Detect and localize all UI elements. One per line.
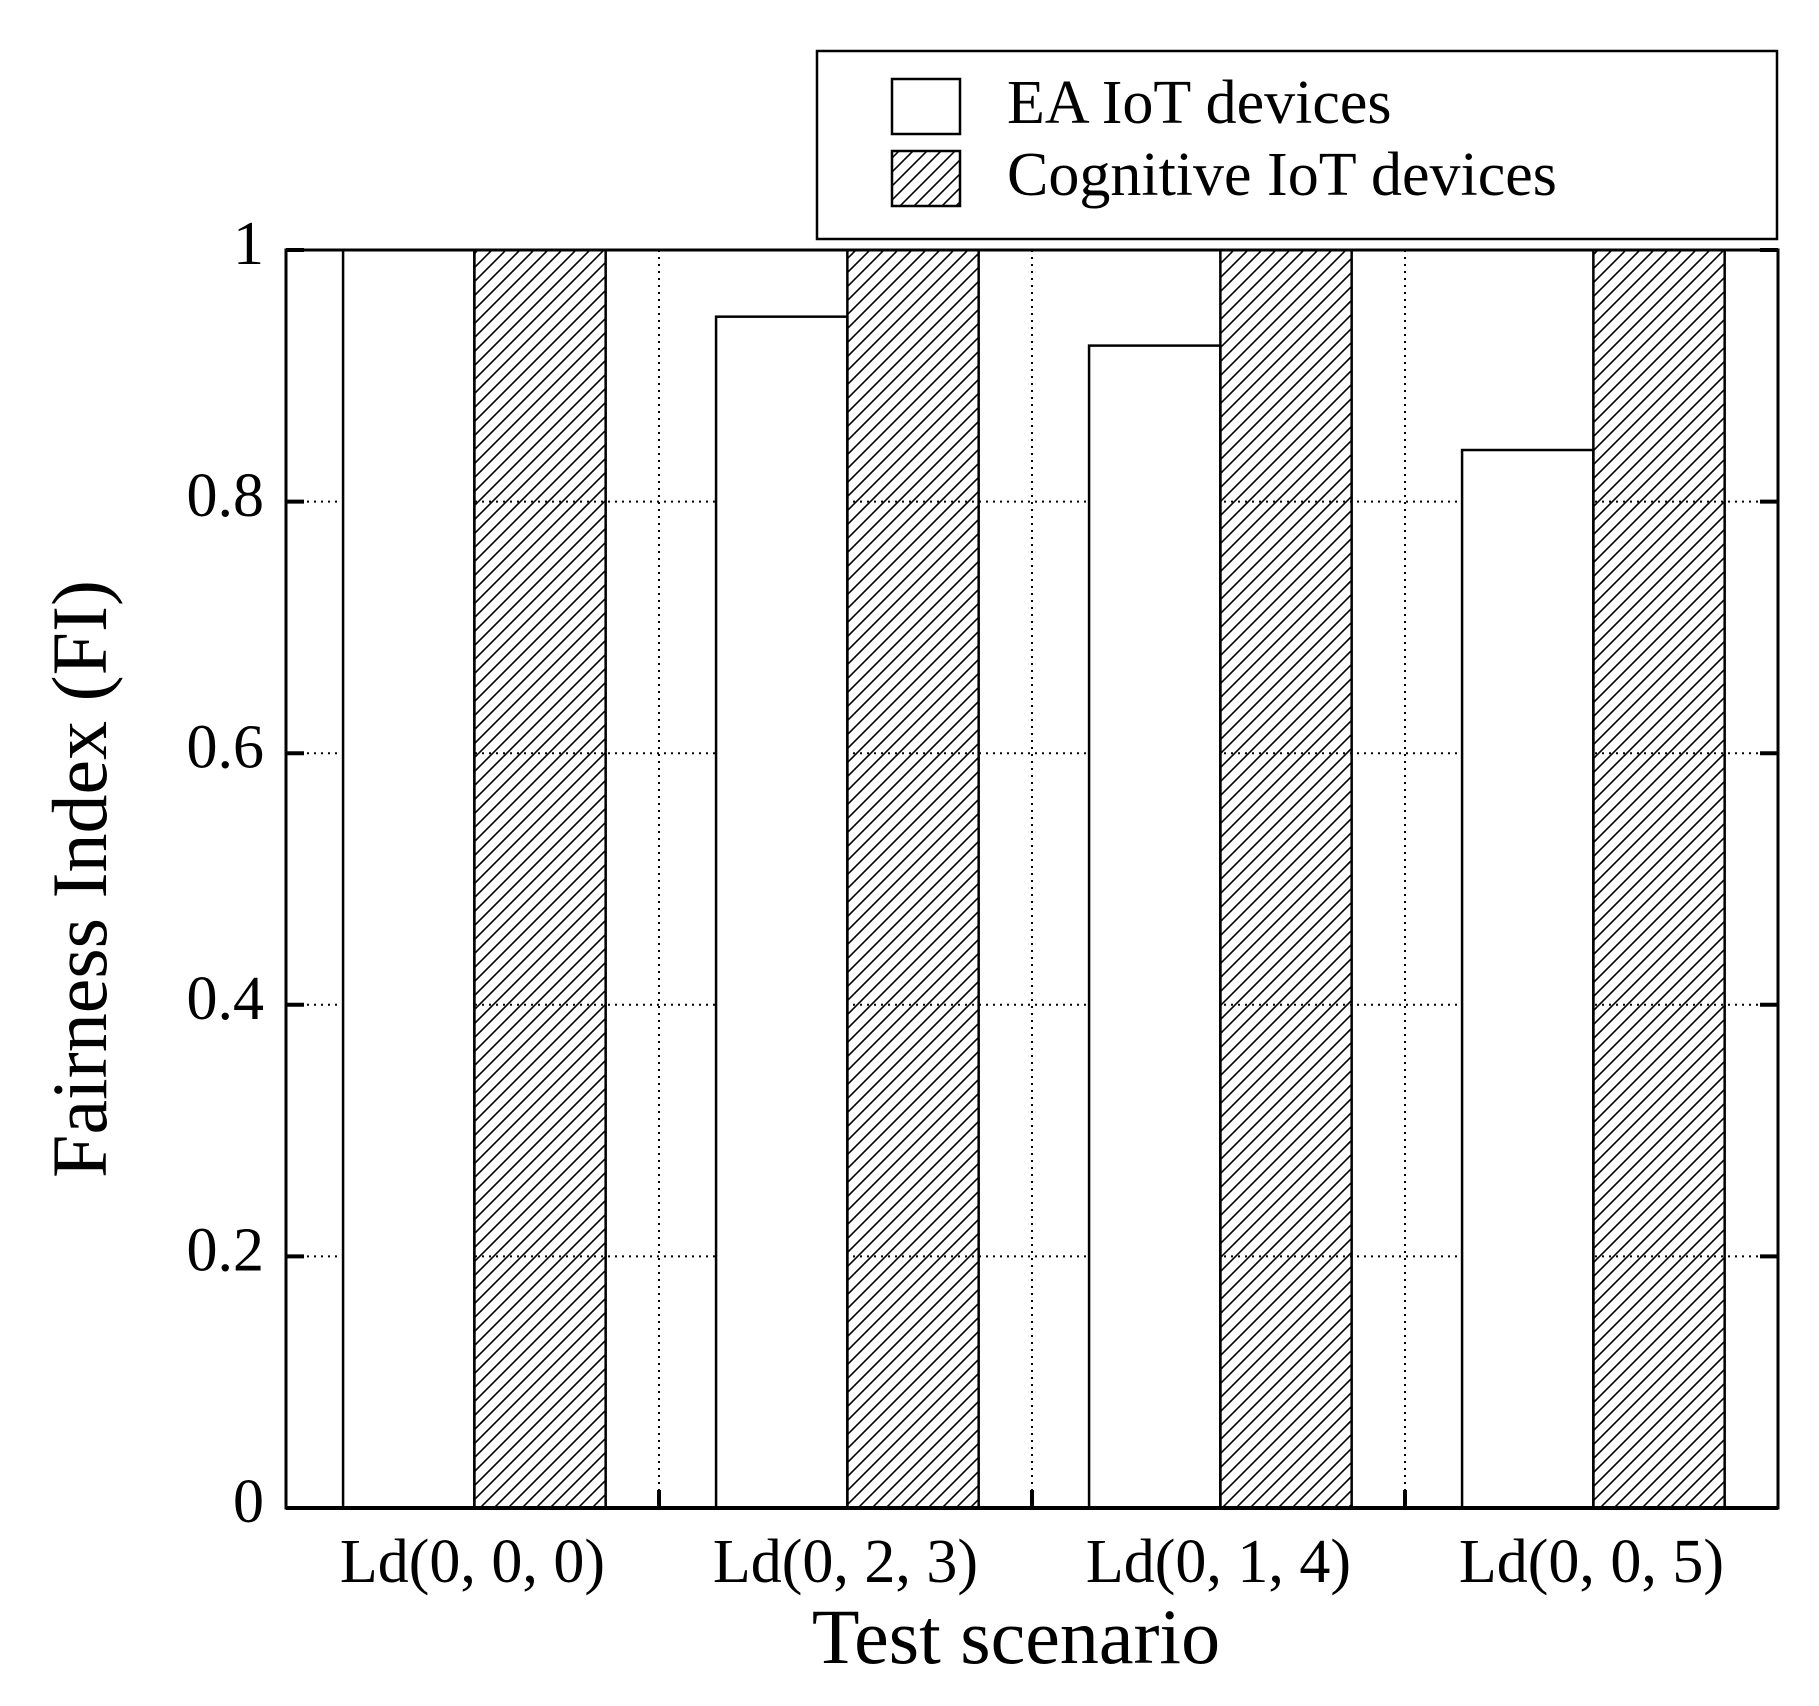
y-tick-label: 1 bbox=[233, 210, 264, 278]
legend-box bbox=[815, 49, 1779, 241]
x-tick-label: Ld(0, 2, 3) bbox=[713, 1528, 978, 1596]
x-tick-label: Ld(0, 0, 5) bbox=[1459, 1528, 1724, 1596]
bar bbox=[1087, 344, 1222, 1510]
y-axis-label: Fairness Index (FI) bbox=[36, 580, 123, 1178]
y-tick-label: 0.8 bbox=[187, 462, 265, 530]
bar bbox=[714, 315, 849, 1510]
legend-swatch bbox=[890, 77, 962, 136]
x-tick-label: Ld(0, 1, 4) bbox=[1086, 1528, 1351, 1596]
bar bbox=[1219, 248, 1353, 1510]
bar bbox=[846, 248, 980, 1510]
x-axis-label: Test scenario bbox=[812, 1593, 1220, 1680]
legend-label: EA IoT devices bbox=[1007, 69, 1392, 137]
bar bbox=[1460, 448, 1595, 1510]
legend-label: Cognitive IoT devices bbox=[1007, 141, 1557, 209]
bar bbox=[473, 248, 607, 1510]
bar bbox=[1592, 248, 1726, 1510]
y-tick-label: 0.6 bbox=[187, 713, 265, 781]
y-tick-label: 0.2 bbox=[187, 1217, 265, 1285]
x-tick-label: Ld(0, 0, 0) bbox=[340, 1528, 605, 1596]
bar bbox=[341, 248, 476, 1510]
y-tick-label: 0.4 bbox=[187, 965, 265, 1033]
y-tick-label: 0 bbox=[233, 1468, 264, 1536]
legend-swatch bbox=[890, 149, 962, 208]
